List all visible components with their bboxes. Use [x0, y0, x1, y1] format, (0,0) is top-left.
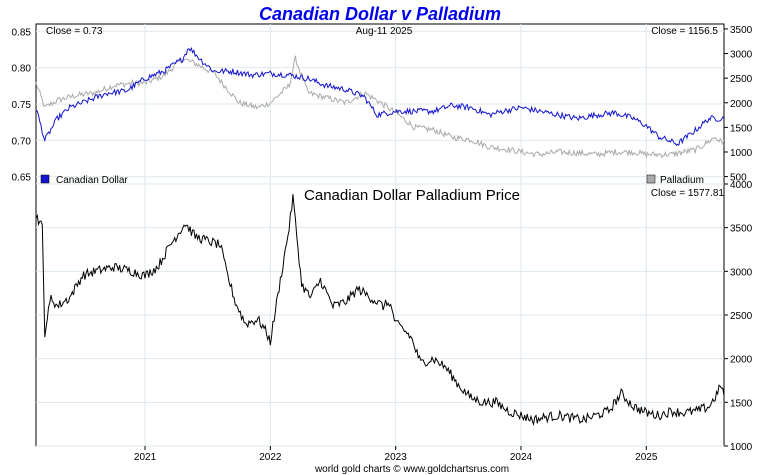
- tick-label-bottom-right-6: 1000: [730, 442, 753, 453]
- tick-label-top-right-0: 3500: [730, 25, 753, 36]
- top-right-axis: 3500 3000 2500 2000 1500 1000 500: [724, 25, 753, 184]
- x-axis: 2021 2022 2023 2024 2025: [134, 446, 658, 463]
- tick-label-bottom-right-3: 2500: [730, 311, 753, 322]
- tick-label-top-right-6: 500: [730, 173, 747, 184]
- tick-label-bottom-right-1: 3500: [730, 224, 753, 235]
- tick-label-top-left-3: 0.70: [12, 136, 32, 147]
- chart-title: Canadian Dollar v Palladium: [259, 4, 501, 24]
- x-tick-label-4: 2025: [635, 452, 658, 463]
- legend-label-pd: Palladium: [660, 175, 704, 186]
- tick-label-bottom-right-0: 4000: [730, 180, 753, 191]
- tick-label-bottom-right-2: 3000: [730, 267, 753, 278]
- top-panel-grid: [36, 24, 724, 184]
- x-tick-label-2: 2023: [385, 452, 408, 463]
- x-tick-label-1: 2022: [259, 452, 282, 463]
- tick-label-top-right-5: 1000: [730, 148, 753, 159]
- bottom-series: [35, 194, 725, 427]
- legend-swatch-pd: [646, 174, 656, 184]
- tick-label-bottom-right-5: 1500: [730, 398, 753, 409]
- series-line-canadian-dollar: [35, 46, 725, 147]
- legend-swatch-cad: [40, 174, 50, 184]
- tick-label-top-left-4: 0.65: [12, 173, 32, 184]
- top-left-axis: 0.85 0.80 0.75 0.70 0.65: [12, 27, 32, 183]
- tick-label-top-left-0: 0.85: [12, 27, 32, 38]
- x-tick-label-0: 2021: [134, 452, 157, 463]
- tick-label-top-left-1: 0.80: [12, 64, 32, 75]
- bottom-chart-title: Canadian Dollar Palladium Price: [304, 187, 520, 204]
- top-series: [35, 46, 725, 159]
- top-close-left: Close = 0.73: [46, 26, 103, 37]
- top-close-right: Close = 1156.5: [651, 26, 718, 37]
- x-tick-label-3: 2024: [510, 452, 533, 463]
- bottom-panel-grid: [36, 183, 724, 447]
- tick-label-top-right-4: 1500: [730, 123, 753, 134]
- top-date: Aug-11 2025: [356, 26, 413, 37]
- series-line-palladium: [35, 55, 724, 159]
- series-line-cad-palladium-price: [35, 194, 725, 427]
- bottom-close-right: Close = 1577.81: [651, 188, 725, 199]
- tick-label-top-right-1: 3000: [730, 50, 753, 61]
- tick-label-top-right-3: 2000: [730, 99, 753, 110]
- bottom-right-axis: 4000 3500 3000 2500 2000 1500 1000: [724, 180, 753, 453]
- legend-label-cad: Canadian Dollar: [56, 175, 128, 186]
- tick-label-top-right-2: 2500: [730, 74, 753, 85]
- tick-label-bottom-right-4: 2000: [730, 355, 753, 366]
- tick-label-top-left-2: 0.75: [12, 100, 32, 111]
- footer-credit: world gold charts © www.goldchartsrus.co…: [314, 464, 509, 475]
